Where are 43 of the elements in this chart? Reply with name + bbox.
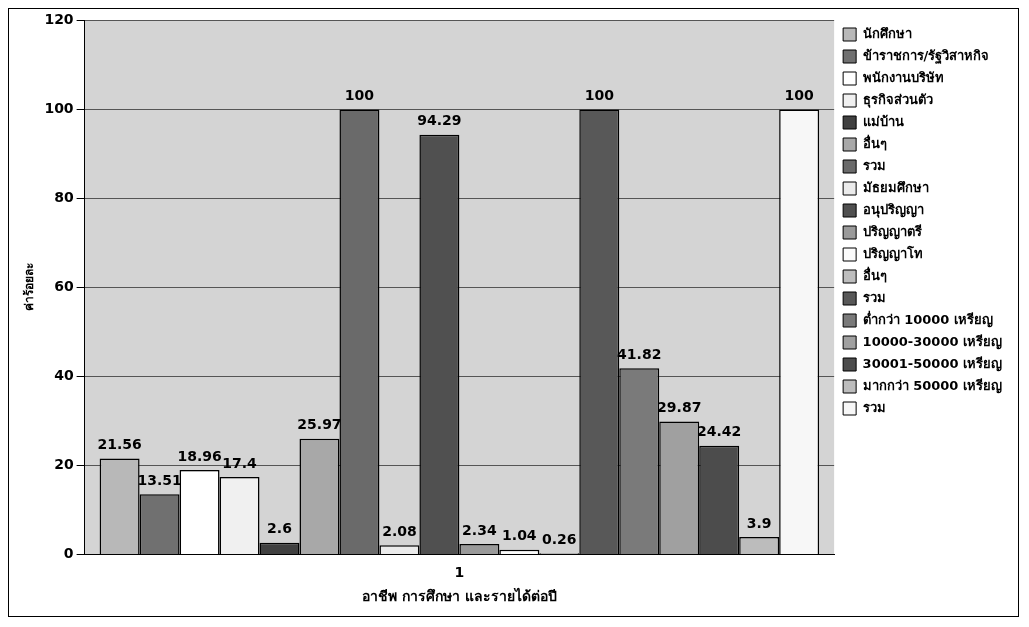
legend-label: ปริญญาโท xyxy=(862,244,923,262)
data-label: 1.04 xyxy=(502,527,537,544)
data-label: 13.51 xyxy=(137,471,182,488)
y-tick-label: 120 xyxy=(44,11,74,28)
y-axis-title: ค่าร้อยละ xyxy=(22,263,37,312)
x-tick-label: 1 xyxy=(454,564,465,581)
legend-label: ปริญญาตรี xyxy=(862,223,922,240)
data-label: 2.34 xyxy=(462,521,497,538)
y-tick-label: 60 xyxy=(54,278,74,295)
legend-label: แม่บ้าน xyxy=(862,113,904,129)
legend-label: 10000-30000 เหรียญ xyxy=(862,333,1003,350)
data-label: 100 xyxy=(344,87,375,104)
legend-label: มากกว่า 50000 เหรียญ xyxy=(862,377,1002,394)
legend-label: พนักงานบริษัท xyxy=(862,69,944,85)
legend-label: อื่นๆ xyxy=(862,265,887,283)
data-label: 94.29 xyxy=(417,112,462,129)
data-label: 3.9 xyxy=(746,514,772,531)
legend-label: ธุรกิจส่วนตัว xyxy=(862,91,933,108)
y-tick-label: 40 xyxy=(54,367,74,384)
data-label: 2.08 xyxy=(382,522,417,539)
y-tick-label: 20 xyxy=(54,456,74,473)
data-label: 0.26 xyxy=(542,530,577,547)
data-label: 29.87 xyxy=(657,399,702,416)
legend-label: ข้าราชการ/รัฐวิสาหกิจ xyxy=(862,47,990,65)
legend-label: อื่นๆ xyxy=(862,133,887,151)
y-tick-label: 80 xyxy=(54,189,74,206)
legend-label: ต่ำกว่า 10000 เหรียญ xyxy=(862,309,993,328)
legend-label: มัธยมศึกษา xyxy=(862,179,929,195)
y-tick-label: 0 xyxy=(63,545,74,562)
data-label: 21.56 xyxy=(97,436,142,453)
data-label: 100 xyxy=(584,87,615,104)
legend-label: อนุปริญญา xyxy=(862,201,924,218)
data-label: 100 xyxy=(784,87,815,104)
legend-label: รวม xyxy=(862,399,886,415)
data-label: 24.42 xyxy=(697,423,742,440)
legend-label: นักศึกษา xyxy=(862,25,912,41)
legend-label: รวม xyxy=(862,289,886,305)
legend-label: รวม xyxy=(862,157,886,173)
data-label: 18.96 xyxy=(177,447,222,464)
legend-label: 30001-50000 เหรียญ xyxy=(862,355,1003,372)
x-axis-title: อาชีพ การศึกษา และรายได้ต่อปี xyxy=(362,587,557,605)
y-tick-label: 100 xyxy=(44,100,74,117)
data-label: 2.6 xyxy=(267,520,292,537)
